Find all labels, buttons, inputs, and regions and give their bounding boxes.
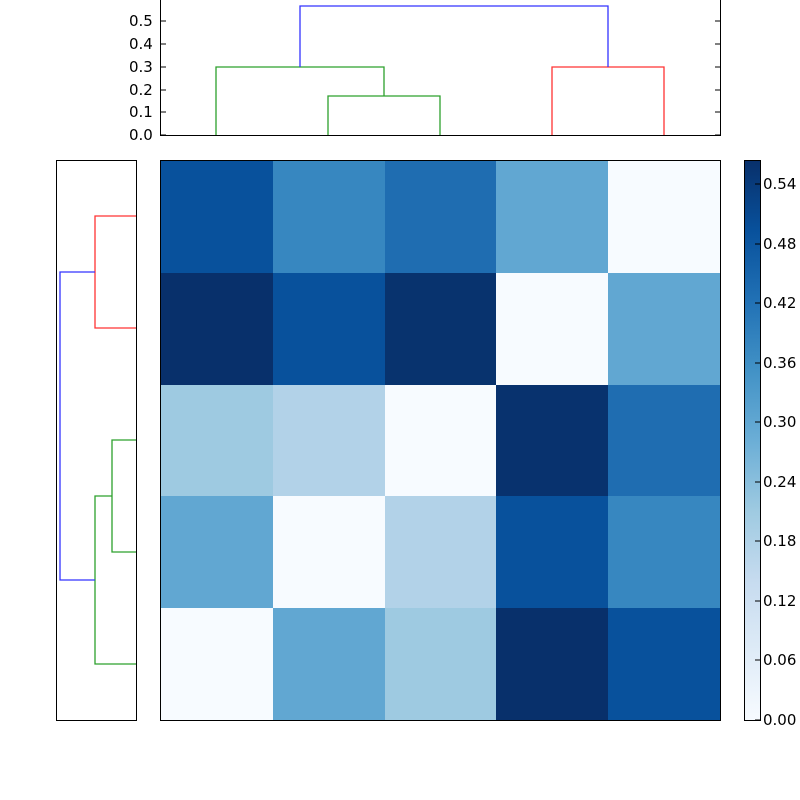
heatmap-cell: [272, 272, 385, 385]
heatmap-cell: [496, 608, 609, 720]
ytick-label: 0.0: [129, 126, 153, 144]
top-dendrogram-axes: [160, 0, 721, 136]
ytick-label: 0.3: [129, 58, 153, 76]
heatmap-cell: [384, 608, 497, 720]
heatmap-cell: [608, 384, 720, 497]
heatmap-cell: [496, 496, 609, 609]
heatmap-cell: [496, 384, 609, 497]
heatmap-cell: [608, 496, 720, 609]
heatmap-cell: [161, 384, 273, 497]
colorbar-tick-label: 0.00: [763, 711, 797, 729]
heatmap-cell: [496, 272, 609, 385]
heatmap-cell: [608, 272, 720, 385]
heatmap-cell: [272, 608, 385, 720]
colorbar-tick-label: 0.30: [763, 413, 797, 431]
colorbar-tick-label: 0.36: [763, 354, 797, 372]
heatmap-cell: [272, 384, 385, 497]
heatmap-cell: [272, 496, 385, 609]
heatmap-cell: [161, 272, 273, 385]
colorbar-tick-label: 0.54: [763, 175, 797, 193]
heatmap-cell: [161, 608, 273, 720]
heatmap-cell: [161, 496, 273, 609]
colorbar-tick-label: 0.42: [763, 294, 797, 312]
heatmap-cell: [608, 608, 720, 720]
heatmap-cell: [496, 161, 609, 273]
colorbar: [744, 160, 761, 721]
heatmap-cell: [384, 272, 497, 385]
heatmap-cell: [384, 161, 497, 273]
colorbar-tick-label: 0.48: [763, 235, 797, 253]
colorbar-tick-label: 0.18: [763, 532, 797, 550]
ytick-label: 0.2: [129, 81, 153, 99]
colorbar-tick-label: 0.12: [763, 592, 797, 610]
ytick-label: 0.5: [129, 12, 153, 30]
ytick-label: 0.1: [129, 103, 153, 121]
colorbar-tick-label: 0.24: [763, 473, 797, 491]
heatmap-cell: [272, 161, 385, 273]
left-dendrogram-axes: [56, 160, 137, 721]
heatmap-cell: [384, 384, 497, 497]
heatmap-cell: [161, 161, 273, 273]
ytick-label: 0.4: [129, 35, 153, 53]
colorbar-tick-label: 0.06: [763, 651, 797, 669]
heatmap: [160, 160, 721, 721]
heatmap-cell: [608, 161, 720, 273]
heatmap-cell: [384, 496, 497, 609]
